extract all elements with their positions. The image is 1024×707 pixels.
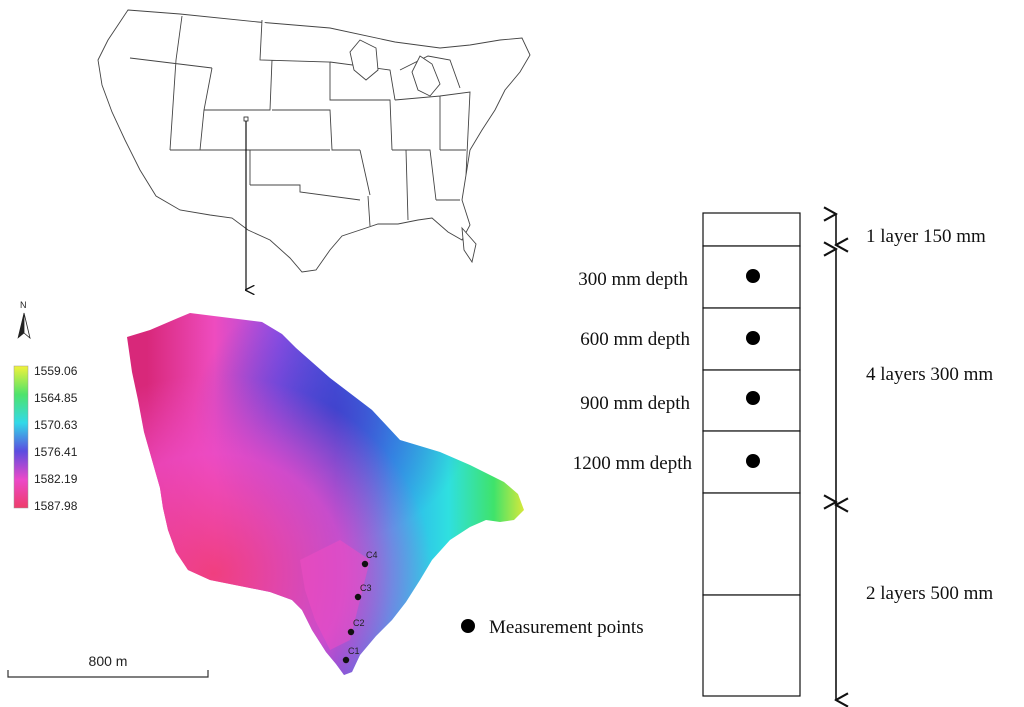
scale-bar: 800 m xyxy=(7,653,209,678)
point-label: C2 xyxy=(353,618,365,628)
legend-value: 1587.98 xyxy=(34,499,78,513)
sensor-point xyxy=(746,331,760,345)
measurement-legend-label: Measurement points xyxy=(489,617,644,638)
sensor-point xyxy=(746,269,760,283)
sensor-dots xyxy=(746,269,760,468)
us-map xyxy=(97,9,531,273)
layer-label: 2 layers 500 mm xyxy=(866,583,993,604)
soil-layer xyxy=(702,594,801,697)
measurement-points-map: C4 C3 C2 C1 xyxy=(342,550,378,664)
point-label: C3 xyxy=(360,583,372,593)
depth-labels: 300 mm depth 600 mm depth 900 mm depth 1… xyxy=(573,269,693,474)
measurement-point xyxy=(342,656,350,664)
elevation-legend: 1559.06 1564.85 1570.63 1576.41 1582.19 … xyxy=(13,364,78,513)
soil-layer xyxy=(702,212,801,247)
study-site-marker xyxy=(243,116,249,122)
sensor-point xyxy=(746,391,760,405)
legend-value: 1570.63 xyxy=(34,418,78,432)
legend-value: 1576.41 xyxy=(34,445,78,459)
depth-label: 300 mm depth xyxy=(578,269,688,290)
legend-value: 1582.19 xyxy=(34,472,78,486)
depth-label: 900 mm depth xyxy=(580,393,690,414)
legend-value: 1559.06 xyxy=(34,364,78,378)
legend-color-ramp xyxy=(13,365,29,509)
depth-label: 600 mm depth xyxy=(580,329,690,350)
layer-label: 1 layer 150 mm xyxy=(866,226,986,247)
sensor-point xyxy=(746,454,760,468)
layer-labels: 1 layer 150 mm 4 layers 300 mm 2 layers … xyxy=(866,226,993,604)
measurement-legend: Measurement points xyxy=(461,617,644,638)
scale-bar-label: 800 m xyxy=(89,653,128,669)
depth-label: 1200 mm depth xyxy=(573,453,693,474)
measurement-point xyxy=(354,593,362,601)
soil-layer xyxy=(702,492,801,596)
catchment-elevation-map xyxy=(127,313,524,675)
north-arrow-icon: N xyxy=(17,300,31,340)
north-label: N xyxy=(20,300,27,310)
measurement-point xyxy=(361,560,369,568)
measurement-point xyxy=(347,628,355,636)
point-label: C1 xyxy=(348,646,360,656)
layer-label: 4 layers 300 mm xyxy=(866,364,993,385)
legend-value: 1564.85 xyxy=(34,391,78,405)
measurement-point-symbol xyxy=(461,619,475,633)
point-label: C4 xyxy=(366,550,378,560)
